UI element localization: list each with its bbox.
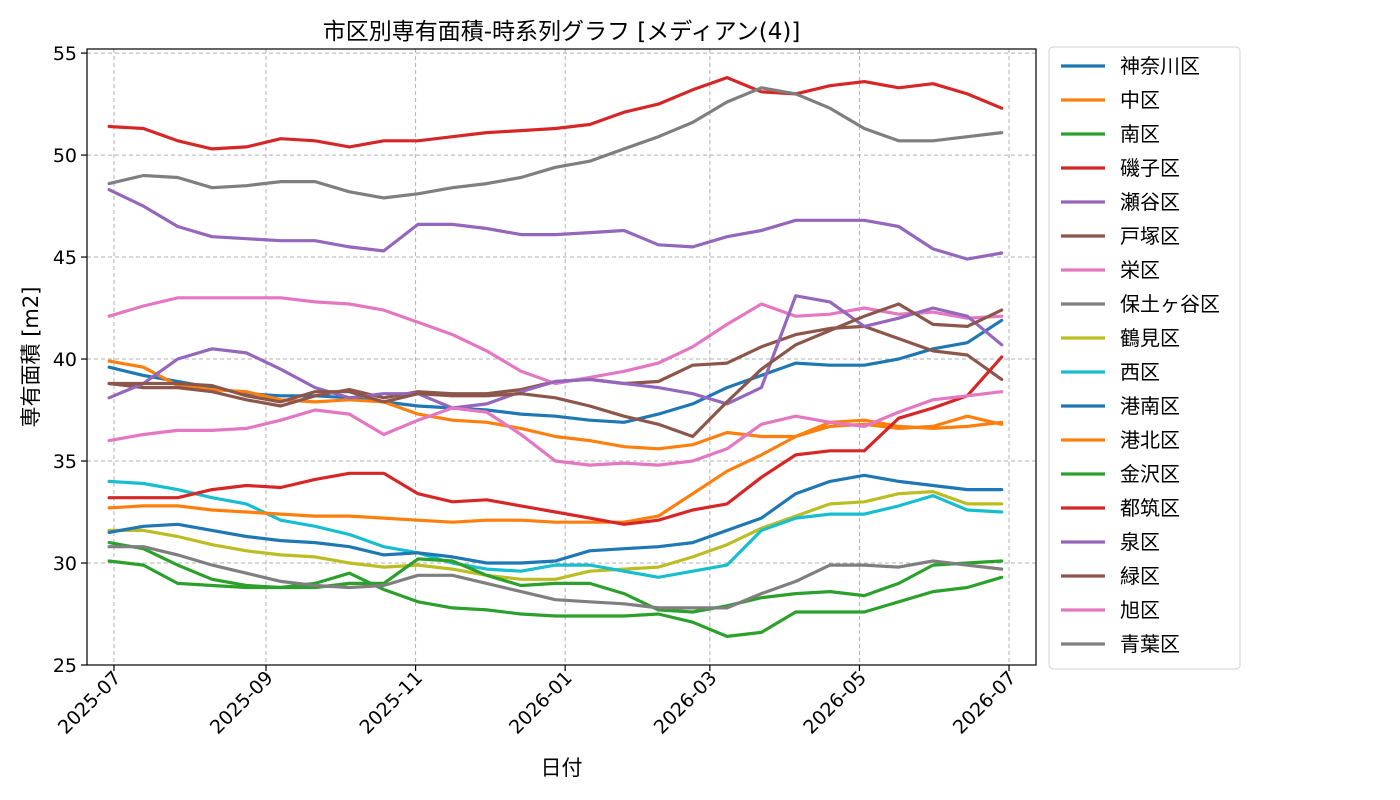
series-line-6	[107, 296, 1004, 386]
series-line-15	[107, 302, 1004, 439]
x-tick-label: 2026-05	[799, 667, 871, 739]
x-tick-label: 2025-11	[355, 667, 427, 739]
legend-label: 鶴見区	[1120, 326, 1180, 350]
legend-label: 金沢区	[1120, 462, 1180, 486]
legend-label: 中区	[1120, 88, 1160, 112]
y-tick-label: 40	[53, 349, 77, 371]
series-line-9	[107, 479, 1004, 579]
legend-label: 瀬谷区	[1120, 190, 1180, 214]
x-tick-label: 2026-07	[949, 667, 1021, 739]
legend-label: 緑区	[1120, 564, 1160, 588]
series-line-14	[107, 294, 1004, 410]
legend-label: 港北区	[1120, 428, 1180, 452]
series-line-13	[107, 355, 1004, 526]
series-line-3	[107, 75, 1004, 151]
legend-label: 泉区	[1120, 530, 1160, 554]
legend-label: 磯子区	[1120, 156, 1180, 180]
legend-label: 旭区	[1120, 598, 1160, 622]
legend-label: 港南区	[1120, 394, 1180, 418]
y-tick-label: 55	[53, 43, 77, 65]
y-tick-label: 35	[53, 451, 77, 473]
x-tick-label: 2025-09	[206, 667, 278, 739]
series-line-7	[107, 86, 1004, 200]
series-lines	[107, 75, 1004, 639]
x-tick-label: 2025-07	[54, 667, 126, 739]
legend-label: 都筑区	[1120, 496, 1180, 520]
plot-frame	[86, 48, 1037, 666]
x-tick-label: 2026-03	[650, 667, 722, 739]
legend-label: 青葉区	[1120, 632, 1180, 656]
series-line-11	[107, 418, 1004, 524]
legend: 神奈川区中区南区磯子区瀬谷区戸塚区栄区保土ヶ谷区鶴見区西区港南区港北区金沢区都筑…	[1048, 46, 1241, 670]
y-tick-label: 45	[53, 247, 77, 269]
series-line-12	[107, 540, 1004, 614]
legend-label: 戸塚区	[1120, 224, 1180, 248]
x-tick-label: 2026-01	[505, 667, 577, 739]
legend-label: 西区	[1120, 360, 1160, 384]
legend-label: 南区	[1120, 122, 1160, 146]
x-axis-title: 日付	[541, 756, 583, 780]
y-tick-label: 50	[53, 145, 77, 167]
series-line-16	[107, 390, 1004, 467]
legend-label: 保土ヶ谷区	[1120, 292, 1220, 316]
series-line-4	[107, 188, 1004, 261]
y-tick-label: 25	[53, 655, 77, 677]
y-tick-label: 30	[53, 553, 77, 575]
legend-label: 栄区	[1120, 258, 1160, 282]
series-line-8	[107, 490, 1004, 581]
chart-title: 市区別専有面積-時系列グラフ [メディアン(4)]	[323, 19, 801, 45]
y-axis-title: 専有面積 [m2]	[19, 287, 43, 428]
series-line-17	[107, 545, 1004, 610]
series-line-10	[107, 473, 1004, 565]
plot-area	[87, 49, 1036, 665]
legend-label: 神奈川区	[1120, 54, 1200, 78]
